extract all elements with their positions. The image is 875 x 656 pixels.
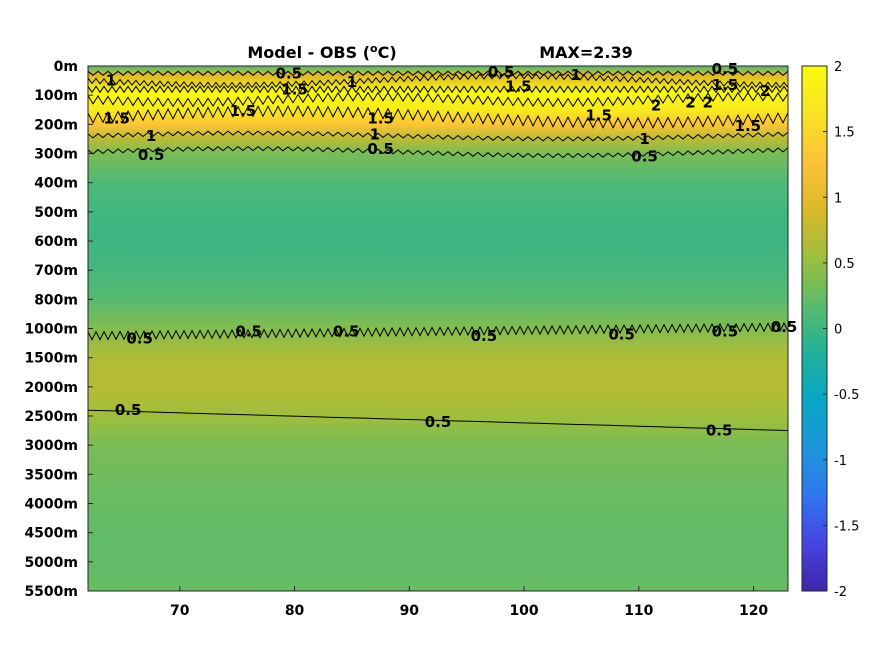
- chart-title-text: Model - OBS (: [247, 43, 370, 62]
- contour-label: 1.5: [712, 76, 739, 94]
- contour-label: 0.5: [471, 327, 498, 345]
- y-tick-label: 700m: [34, 263, 78, 279]
- contour-label: 1.5: [281, 80, 308, 98]
- colorbar-tick-label: -1: [834, 454, 847, 469]
- y-tick-label: 4500m: [24, 526, 78, 542]
- contour-label: 1: [570, 66, 580, 84]
- anomaly-field: [88, 66, 788, 591]
- contour-line: [87, 145, 789, 159]
- chart-max-label: MAX=2.39: [539, 43, 633, 62]
- contour-label: 0.5: [138, 146, 165, 164]
- contour-label: 1.5: [230, 102, 257, 120]
- contour-label: 0.5: [706, 422, 733, 440]
- contour-label: 0.5: [235, 322, 262, 340]
- colorbar-tick-label: -2: [834, 585, 847, 600]
- colorbar-gradient: [801, 65, 828, 592]
- chart-title-unit: C): [378, 43, 397, 62]
- contour-label: 0.5: [608, 325, 635, 343]
- colorbar-tick-label: 1: [834, 191, 842, 206]
- contour-line: [87, 105, 789, 130]
- colorbar: 2 1.5 1 0.5 0 -0.5 -1 -1.5 -2: [801, 60, 859, 600]
- x-tick-label: 100: [509, 603, 538, 619]
- x-tick-label: 70: [170, 603, 190, 619]
- y-tick-label: 3500m: [24, 467, 78, 483]
- y-tick-label: 600m: [34, 234, 78, 250]
- x-tick-label: 90: [400, 603, 420, 619]
- y-tick-label: 800m: [34, 292, 78, 308]
- colorbar-tick-label: 0.5: [834, 257, 855, 272]
- contour-label: 1.5: [735, 117, 762, 135]
- contour-label: 1.5: [505, 77, 532, 95]
- y-tick-label: 5500m: [24, 584, 78, 600]
- y-tick-label: 4000m: [24, 497, 78, 513]
- x-tick-label: 110: [624, 603, 653, 619]
- contour-line: [87, 321, 789, 341]
- y-tick-label: 0m: [54, 59, 78, 75]
- contour-line: [87, 85, 789, 94]
- contour-label: 1: [347, 73, 357, 91]
- contour-label: 0.5: [488, 63, 515, 81]
- colorbar-tick-label: 2: [834, 60, 842, 75]
- colorbar-ticks: 2 1.5 1 0.5 0 -0.5 -1 -1.5 -2: [823, 60, 859, 600]
- y-tick-label: 1000m: [24, 322, 78, 338]
- contour-label: 0.5: [712, 322, 739, 340]
- plot-area: 0.51 1.5 10.5 11.50.51.5 22 2 21.5 1.5 1.5 1.51.5…: [87, 60, 798, 592]
- contour-label: 1.5: [367, 110, 394, 128]
- contour-label: 1: [370, 126, 380, 144]
- contour-line: [87, 130, 789, 142]
- y-tick-label: 300m: [34, 147, 78, 163]
- y-tick-label: 200m: [34, 117, 78, 133]
- y-axis: 0m 100m 200m 300m 400m 500m 600m 700m 800m 1000m 1…: [24, 59, 93, 600]
- colorbar-tick-label: 0: [834, 323, 842, 338]
- contour-label: 1.5: [103, 110, 130, 128]
- x-axis: 70 80 90 100 110 120: [170, 586, 768, 619]
- colorbar-tick-label: -1.5: [834, 519, 859, 534]
- y-tick-label: 400m: [34, 176, 78, 192]
- contour-labels: 0.51 1.5 10.5 11.50.51.5 22 2 21.5 1.5 1.5 1.51.5…: [103, 60, 798, 440]
- y-tick-label: 100m: [34, 88, 78, 104]
- y-tick-label: 5000m: [24, 555, 78, 571]
- chart-title-degree: o: [370, 42, 378, 55]
- contour-label: 0.5: [425, 413, 452, 431]
- contour-label: 0.5: [126, 330, 153, 348]
- contour-label: 0.5: [367, 140, 394, 158]
- contour-label: 2: [760, 82, 770, 100]
- y-tick-label: 500m: [34, 205, 78, 221]
- contour-lines: [87, 70, 789, 432]
- colorbar-tick-label: 1.5: [834, 126, 855, 141]
- contour-label: 0.5: [631, 147, 658, 165]
- contour-label: 0.5: [276, 64, 303, 82]
- contour-label: 1: [146, 127, 156, 145]
- colorbar-tick-label: -0.5: [834, 388, 859, 403]
- contour-label: 2: [685, 93, 695, 111]
- chart-title: Model - OBS (oC): [247, 42, 396, 62]
- contour-label: 2: [651, 96, 661, 114]
- y-tick-label: 2000m: [24, 380, 78, 396]
- contour-line-deep: [87, 409, 789, 432]
- y-tick-label: 2500m: [24, 409, 78, 425]
- x-tick-label: 80: [285, 603, 305, 619]
- contour-label: 0.5: [712, 60, 739, 78]
- y-tick-label: 3000m: [24, 438, 78, 454]
- contour-label: 1.5: [585, 107, 612, 125]
- contour-label: 1: [106, 72, 116, 90]
- contour-label: 0.5: [115, 401, 142, 419]
- x-tick-label: 120: [739, 603, 768, 619]
- contour-line: [87, 91, 789, 108]
- contour-label: 0.5: [771, 318, 798, 336]
- y-tick-label: 1500m: [24, 351, 78, 367]
- contour-label: 2: [702, 93, 712, 111]
- contour-line: [87, 72, 789, 89]
- contour-label: 0.5: [333, 322, 360, 340]
- contour-label: 1: [639, 130, 649, 148]
- contour-line: [87, 70, 789, 76]
